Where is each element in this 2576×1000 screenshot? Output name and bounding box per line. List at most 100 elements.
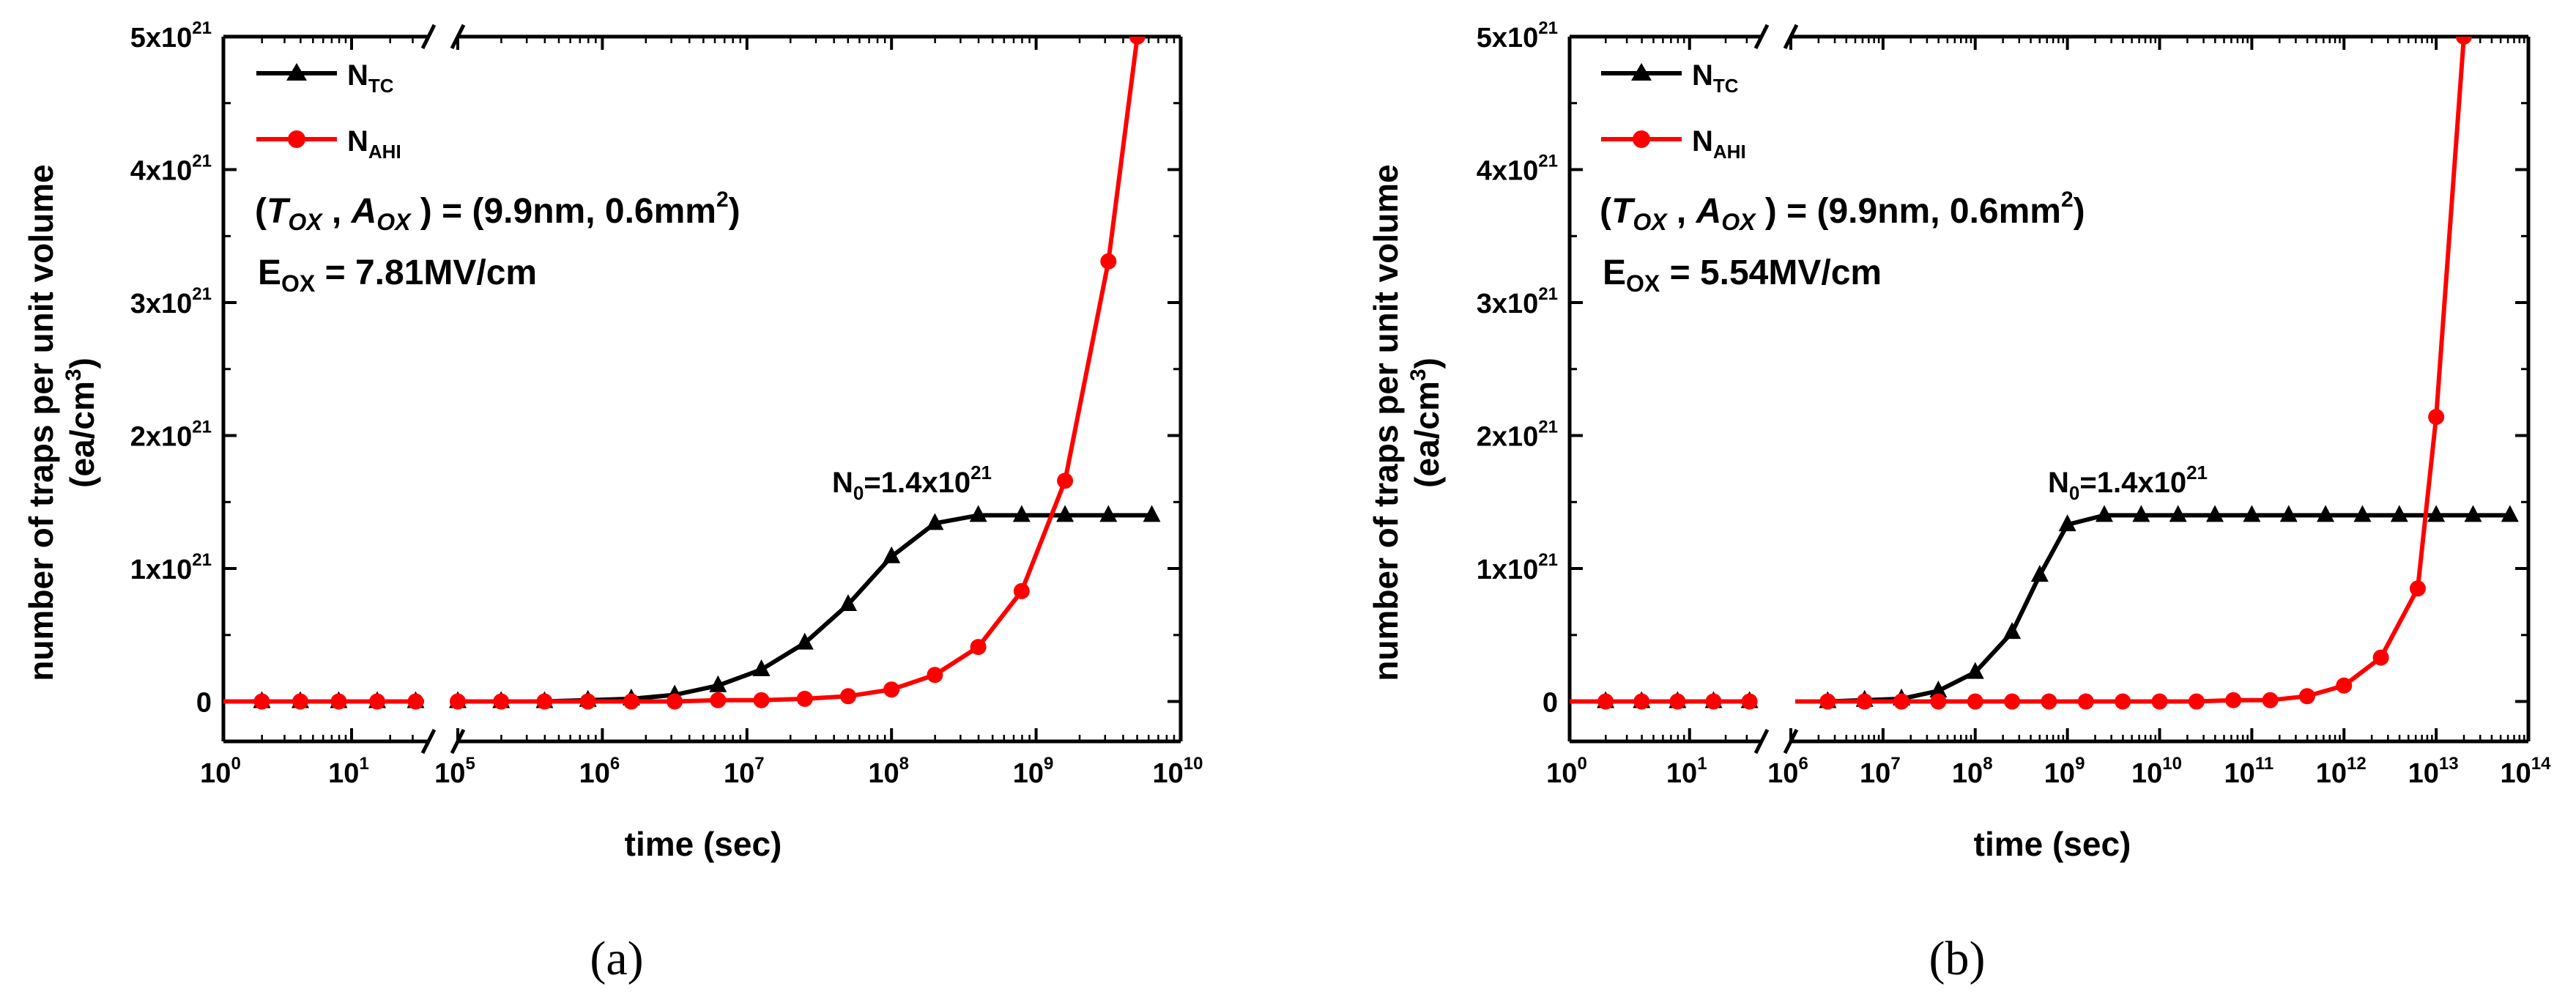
data-point-N_AHI-b-7: [1893, 693, 1910, 710]
data-point-N_AHI-a-0: [253, 693, 270, 710]
data-point-N_AHI-b-16: [2225, 692, 2242, 708]
series-group-b: [1570, 37, 2519, 710]
legend-ahi-label-b: NAHI: [1692, 125, 1746, 163]
x-tick-label-b-6: 1010: [2131, 754, 2182, 789]
data-point-N_AHI-b-15: [2188, 693, 2205, 710]
y-tick-label-sup-b-2: 21: [1538, 418, 1558, 437]
x-tick-base-b-5: 10: [2044, 758, 2075, 789]
x-tick-label-a-1: 101: [328, 754, 369, 789]
legend-tc-marker-a: [286, 63, 307, 81]
data-point-N_AHI-a-14: [839, 688, 856, 705]
data-point-N_TC-a-13: [795, 632, 814, 650]
x-tick-base-a-6: 10: [1013, 758, 1044, 789]
y-tick-label-sup-b-1: 21: [1538, 550, 1558, 570]
y-tick-label-main-a-3: 3x10: [130, 289, 193, 319]
axis-break-mark-b-1-0: [1753, 728, 1770, 755]
y-tick-label-main-a-0: 0: [196, 688, 212, 719]
y-tick-label-b-2: 2x1021: [1477, 418, 1558, 453]
x-tick-base-b-1: 10: [1666, 758, 1697, 789]
data-point-N_TC-b-24: [2501, 505, 2519, 522]
data-point-N_AHI-a-7: [536, 693, 553, 710]
x-tick-base-b-2: 10: [1767, 758, 1798, 789]
y-tick-label-main-b-1: 1x10: [1477, 555, 1539, 585]
data-point-N_AHI-b-13: [2115, 693, 2131, 710]
data-point-N_TC-a-19: [1056, 505, 1074, 522]
x-tick-base-a-2: 10: [434, 758, 465, 789]
x-tick-label-a-4: 107: [724, 754, 765, 789]
y-tick-label-a-2: 2x1021: [130, 418, 212, 453]
data-point-N_AHI-b-20: [2372, 649, 2389, 666]
data-point-N_AHI-a-19: [1057, 473, 1074, 489]
x-tick-label-b-5: 109: [2044, 754, 2085, 789]
x-tick-base-b-10: 10: [2501, 758, 2531, 789]
data-point-N_AHI-a-12: [753, 692, 770, 708]
data-point-N_TC-a-17: [969, 505, 987, 522]
y-axis-units-b: (ea/cm3): [1406, 358, 1446, 488]
data-point-N_AHI-a-3: [369, 693, 385, 710]
data-point-N_TC-b-8: [1929, 681, 1948, 698]
data-point-N_TC-b-9: [1966, 662, 1984, 679]
data-point-N_AHI-a-8: [579, 693, 596, 710]
data-point-N_AHI-b-14: [2151, 693, 2168, 710]
n0-annotation-b: N0=1.4x1021: [2048, 462, 2208, 504]
x-tick-base-b-4: 10: [1952, 758, 1983, 789]
y-tick-label-a-1: 1x1021: [130, 550, 212, 585]
data-point-N_TC-a-15: [883, 546, 901, 563]
x-tick-base-a-4: 10: [724, 758, 754, 789]
data-point-N_TC-b-14: [2132, 505, 2150, 522]
series-line-N_TC-b-1: [1795, 513, 2510, 704]
y-tick-label-sup-b-5: 21: [1538, 18, 1558, 38]
data-point-N_AHI-b-22: [2428, 409, 2445, 426]
x-tick-exp-b-8: 12: [2347, 754, 2367, 774]
data-point-N_TC-a-12: [752, 659, 771, 676]
x-tick-exp-a-7: 10: [1184, 754, 1203, 774]
y-tick-label-b-5: 5x1021: [1477, 18, 1558, 53]
x-tick-label-b-9: 1013: [2408, 754, 2459, 789]
data-point-N_AHI-a-15: [883, 681, 900, 698]
y-tick-label-a-5: 5x1021: [130, 18, 212, 53]
x-tick-label-b-4: 108: [1952, 754, 1993, 789]
x-tick-label-a-7: 1010: [1153, 754, 1203, 789]
x-tick-exp-a-5: 8: [899, 754, 909, 774]
data-point-N_TC-b-13: [2095, 505, 2113, 522]
data-point-N_AHI-a-20: [1100, 253, 1117, 270]
data-point-N_AHI-a-2: [330, 693, 347, 710]
data-point-N_AHI-b-11: [2041, 693, 2057, 710]
data-point-N_TC-a-18: [1012, 505, 1031, 522]
x-tick-label-b-10: 1014: [2501, 754, 2552, 789]
data-point-N_AHI-b-19: [2336, 677, 2353, 694]
data-point-N_AHI-b-4: [1741, 693, 1758, 710]
eox-annotation-b: EOX = 5.54MV/cm: [1603, 253, 1882, 297]
x-tick-label-b-0: 100: [1546, 754, 1587, 789]
legend-tc-label-b: NTC: [1692, 59, 1739, 97]
x-tick-base-a-0: 10: [200, 758, 231, 789]
legend-tc-label-a: NTC: [347, 59, 394, 97]
legend-ahi-marker-a: [288, 130, 305, 148]
x-tick-exp-b-10: 14: [2531, 754, 2551, 774]
series-line-N_AHI-b-1: [1795, 37, 2466, 704]
data-point-N_AHI-b-3: [1705, 693, 1722, 710]
x-tick-exp-b-7: 11: [2255, 754, 2274, 774]
y-tick-label-main-a-5: 5x10: [130, 23, 193, 53]
params-annotation-a: (TOX , AOX ) = (9.9nm, 0.6mm2): [255, 188, 740, 235]
axis-break-mark-a-1-0: [420, 728, 437, 755]
data-point-N_AHI-b-0: [1597, 693, 1614, 710]
legend-b: NTC NAHI: [1601, 59, 1746, 163]
y-tick-label-main-a-1: 1x10: [130, 555, 193, 585]
params-annotation-b: (TOX , AOX ) = (9.9nm, 0.6mm2): [1600, 188, 2085, 235]
x-tick-label-b-2: 106: [1767, 754, 1808, 789]
data-point-N_AHI-b-8: [1930, 693, 1947, 710]
y-tick-label-a-3: 3x1021: [130, 284, 212, 319]
x-tick-exp-a-2: 5: [465, 754, 475, 774]
x-tick-exp-b-3: 7: [1890, 754, 1900, 774]
data-point-N_TC-a-20: [1099, 505, 1118, 522]
y-tick-label-sup-a-2: 21: [192, 418, 212, 437]
data-point-N_AHI-b-2: [1669, 693, 1686, 710]
y-tick-label-b-1: 1x1021: [1477, 550, 1558, 585]
y-tick-label-main-b-5: 5x10: [1477, 23, 1539, 53]
x-tick-exp-a-4: 7: [754, 754, 764, 774]
y-tick-label-main-a-4: 4x10: [130, 156, 193, 187]
